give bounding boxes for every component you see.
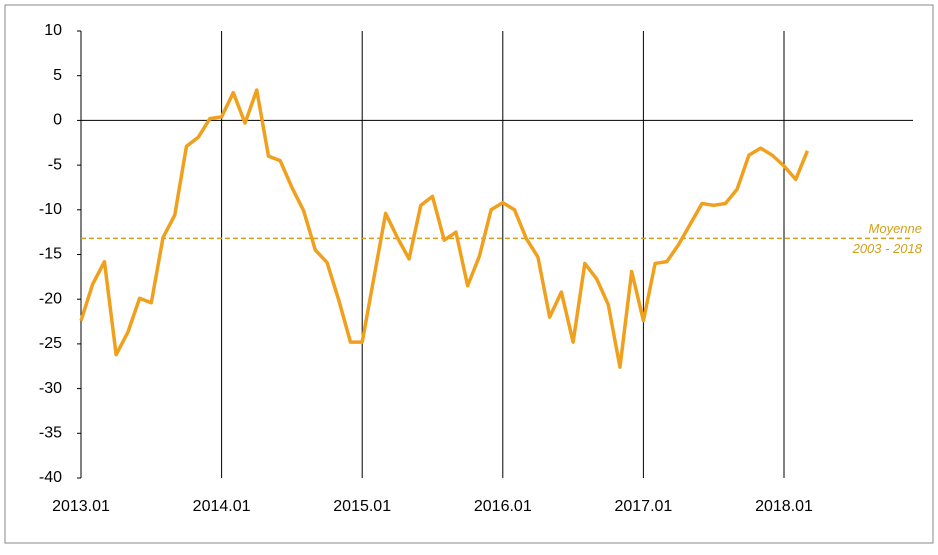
y-tick-label: -25	[39, 335, 62, 352]
y-tick-label: -20	[39, 290, 62, 307]
y-tick-label: -40	[39, 469, 62, 486]
frame	[4, 4, 934, 544]
mean-label: 2003 - 2018	[852, 241, 923, 256]
y-tick-label: 5	[53, 67, 62, 84]
x-tick-label: 2015.01	[333, 498, 391, 515]
y-tick-label: -15	[39, 246, 62, 263]
x-tick-label: 2017.01	[614, 498, 672, 515]
mean-label: Moyenne	[869, 221, 922, 236]
x-tick-label: 2018.01	[755, 498, 813, 515]
y-tick-label: 10	[44, 22, 62, 39]
x-tick-label: 2014.01	[193, 498, 251, 515]
x-tick-label: 2016.01	[474, 498, 532, 515]
line-series	[79, 88, 810, 369]
y-tick-label: -10	[39, 201, 62, 218]
y-tick-label: -30	[39, 380, 62, 397]
y-tick-label: 0	[53, 112, 62, 129]
y-tick-label: -35	[39, 425, 62, 442]
y-tick-label: -5	[48, 156, 62, 173]
x-tick-label: 2013.01	[52, 498, 110, 515]
